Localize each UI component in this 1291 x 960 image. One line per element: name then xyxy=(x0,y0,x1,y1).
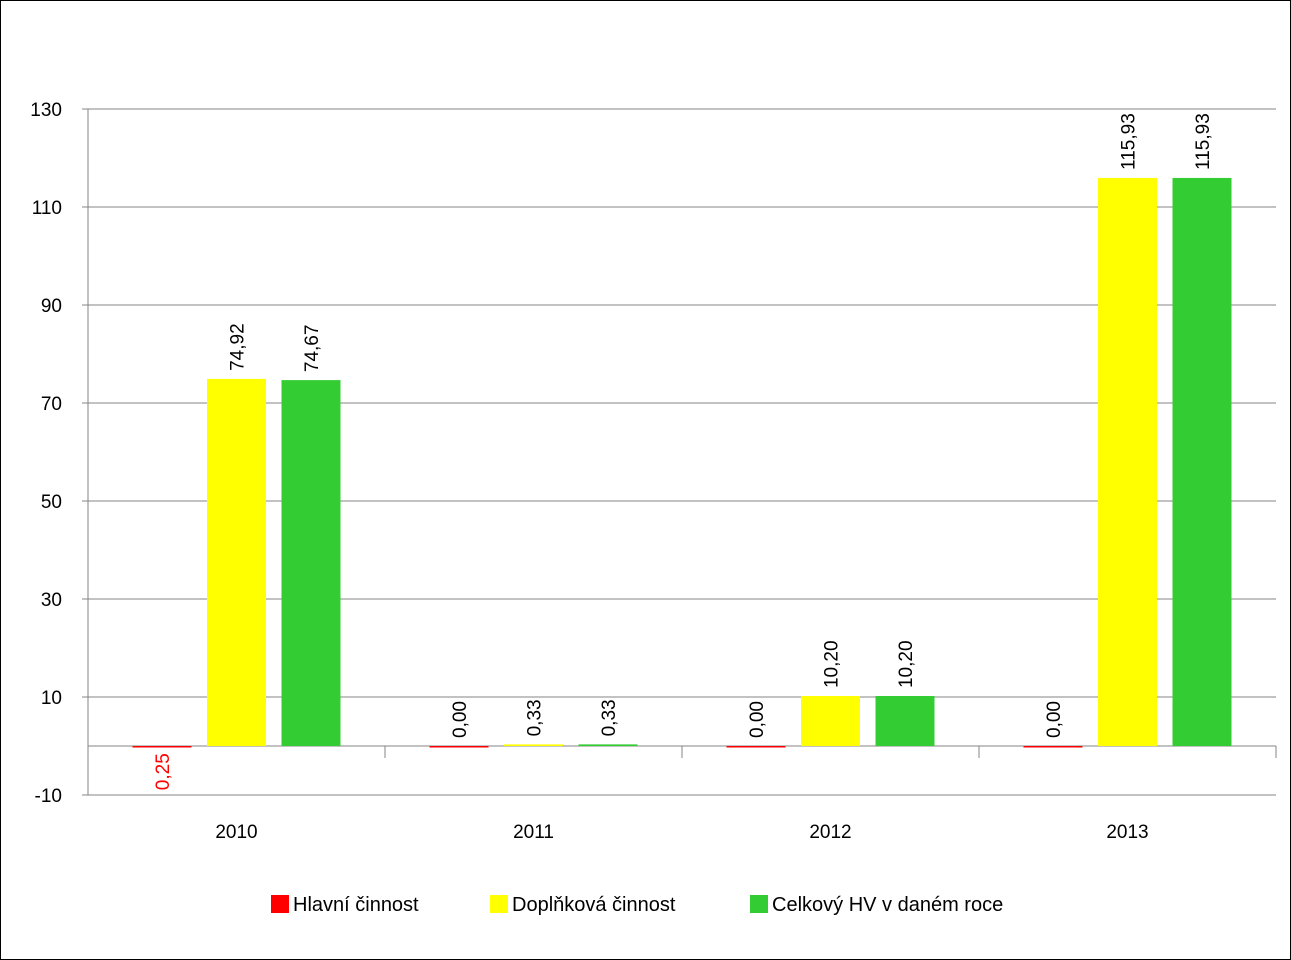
bar xyxy=(132,746,192,748)
data-label: 74,92 xyxy=(228,323,249,371)
bar xyxy=(1172,177,1232,746)
bar xyxy=(504,744,563,746)
bar xyxy=(429,746,489,748)
y-tick-label: 130 xyxy=(30,100,62,121)
data-label: 10,20 xyxy=(896,640,917,688)
x-tick-label: 2011 xyxy=(513,822,554,843)
y-tick-label: 10 xyxy=(41,688,62,709)
legend-swatch xyxy=(750,895,768,913)
data-label: 74,67 xyxy=(302,325,323,373)
legend-label: Doplňková činnost xyxy=(512,894,676,916)
data-label: 0,33 xyxy=(525,699,546,736)
data-label: 0,33 xyxy=(599,699,620,736)
x-tick-label: 2013 xyxy=(1106,822,1148,843)
bar xyxy=(801,696,860,746)
bar xyxy=(207,378,266,746)
legend-swatch xyxy=(490,895,508,913)
bar xyxy=(726,746,786,748)
y-tick-label: -10 xyxy=(35,786,62,807)
x-tick-label: 2012 xyxy=(809,822,851,843)
bars xyxy=(132,177,1232,748)
data-label: 10,20 xyxy=(822,640,843,688)
gridlines xyxy=(82,108,1276,796)
data-label: 0,25 xyxy=(153,753,174,790)
legend-label: Hlavní činnost xyxy=(293,894,419,916)
data-label: 115,93 xyxy=(1119,113,1140,170)
bar xyxy=(1023,746,1083,748)
legend-label: Celkový HV v daném roce xyxy=(772,894,1003,916)
legend-swatch xyxy=(271,895,289,913)
bar xyxy=(578,744,638,746)
legend: Hlavní činnost Doplňková činnost Celkový H… xyxy=(271,894,1003,916)
data-label: 0,00 xyxy=(1044,701,1065,738)
data-label: 0,00 xyxy=(747,701,768,738)
y-tick-label: 50 xyxy=(41,492,62,513)
data-labels: 0,25 0,00 0,00 0,00 74,92 0,33 10,20 115,93 74,6… xyxy=(153,113,1214,790)
bar xyxy=(281,380,341,746)
y-tick-label: 90 xyxy=(41,296,62,317)
y-tick-label: 110 xyxy=(32,198,62,219)
y-tick-label: 70 xyxy=(41,394,62,415)
y-tick-label: 30 xyxy=(41,590,62,611)
axes: -10 10 30 50 70 90 110 130 2010 2011 2012 2013 xyxy=(30,100,1277,843)
data-label: 115,93 xyxy=(1193,113,1214,170)
data-label: 0,00 xyxy=(450,701,471,738)
x-tick-label: 2010 xyxy=(215,822,257,843)
bar xyxy=(875,696,935,746)
bar xyxy=(1098,177,1157,746)
